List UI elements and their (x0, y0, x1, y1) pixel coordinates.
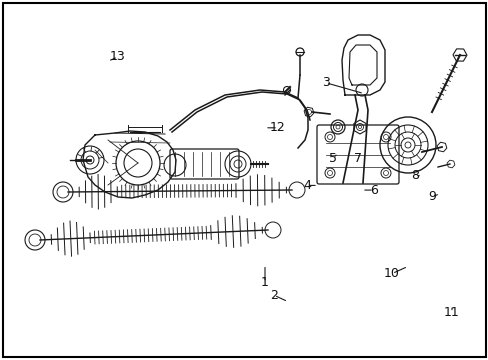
Text: 13: 13 (110, 50, 125, 63)
Text: 8: 8 (410, 169, 418, 182)
Text: 7: 7 (353, 152, 361, 165)
Text: 2: 2 (269, 289, 277, 302)
Text: 11: 11 (443, 306, 459, 319)
Text: 6: 6 (369, 184, 377, 197)
Text: 1: 1 (261, 276, 268, 289)
Text: 10: 10 (383, 267, 399, 280)
Text: 12: 12 (269, 121, 285, 134)
Text: 9: 9 (427, 190, 435, 203)
Text: 5: 5 (328, 152, 336, 165)
Text: 3: 3 (322, 76, 329, 89)
Text: 4: 4 (303, 179, 310, 192)
